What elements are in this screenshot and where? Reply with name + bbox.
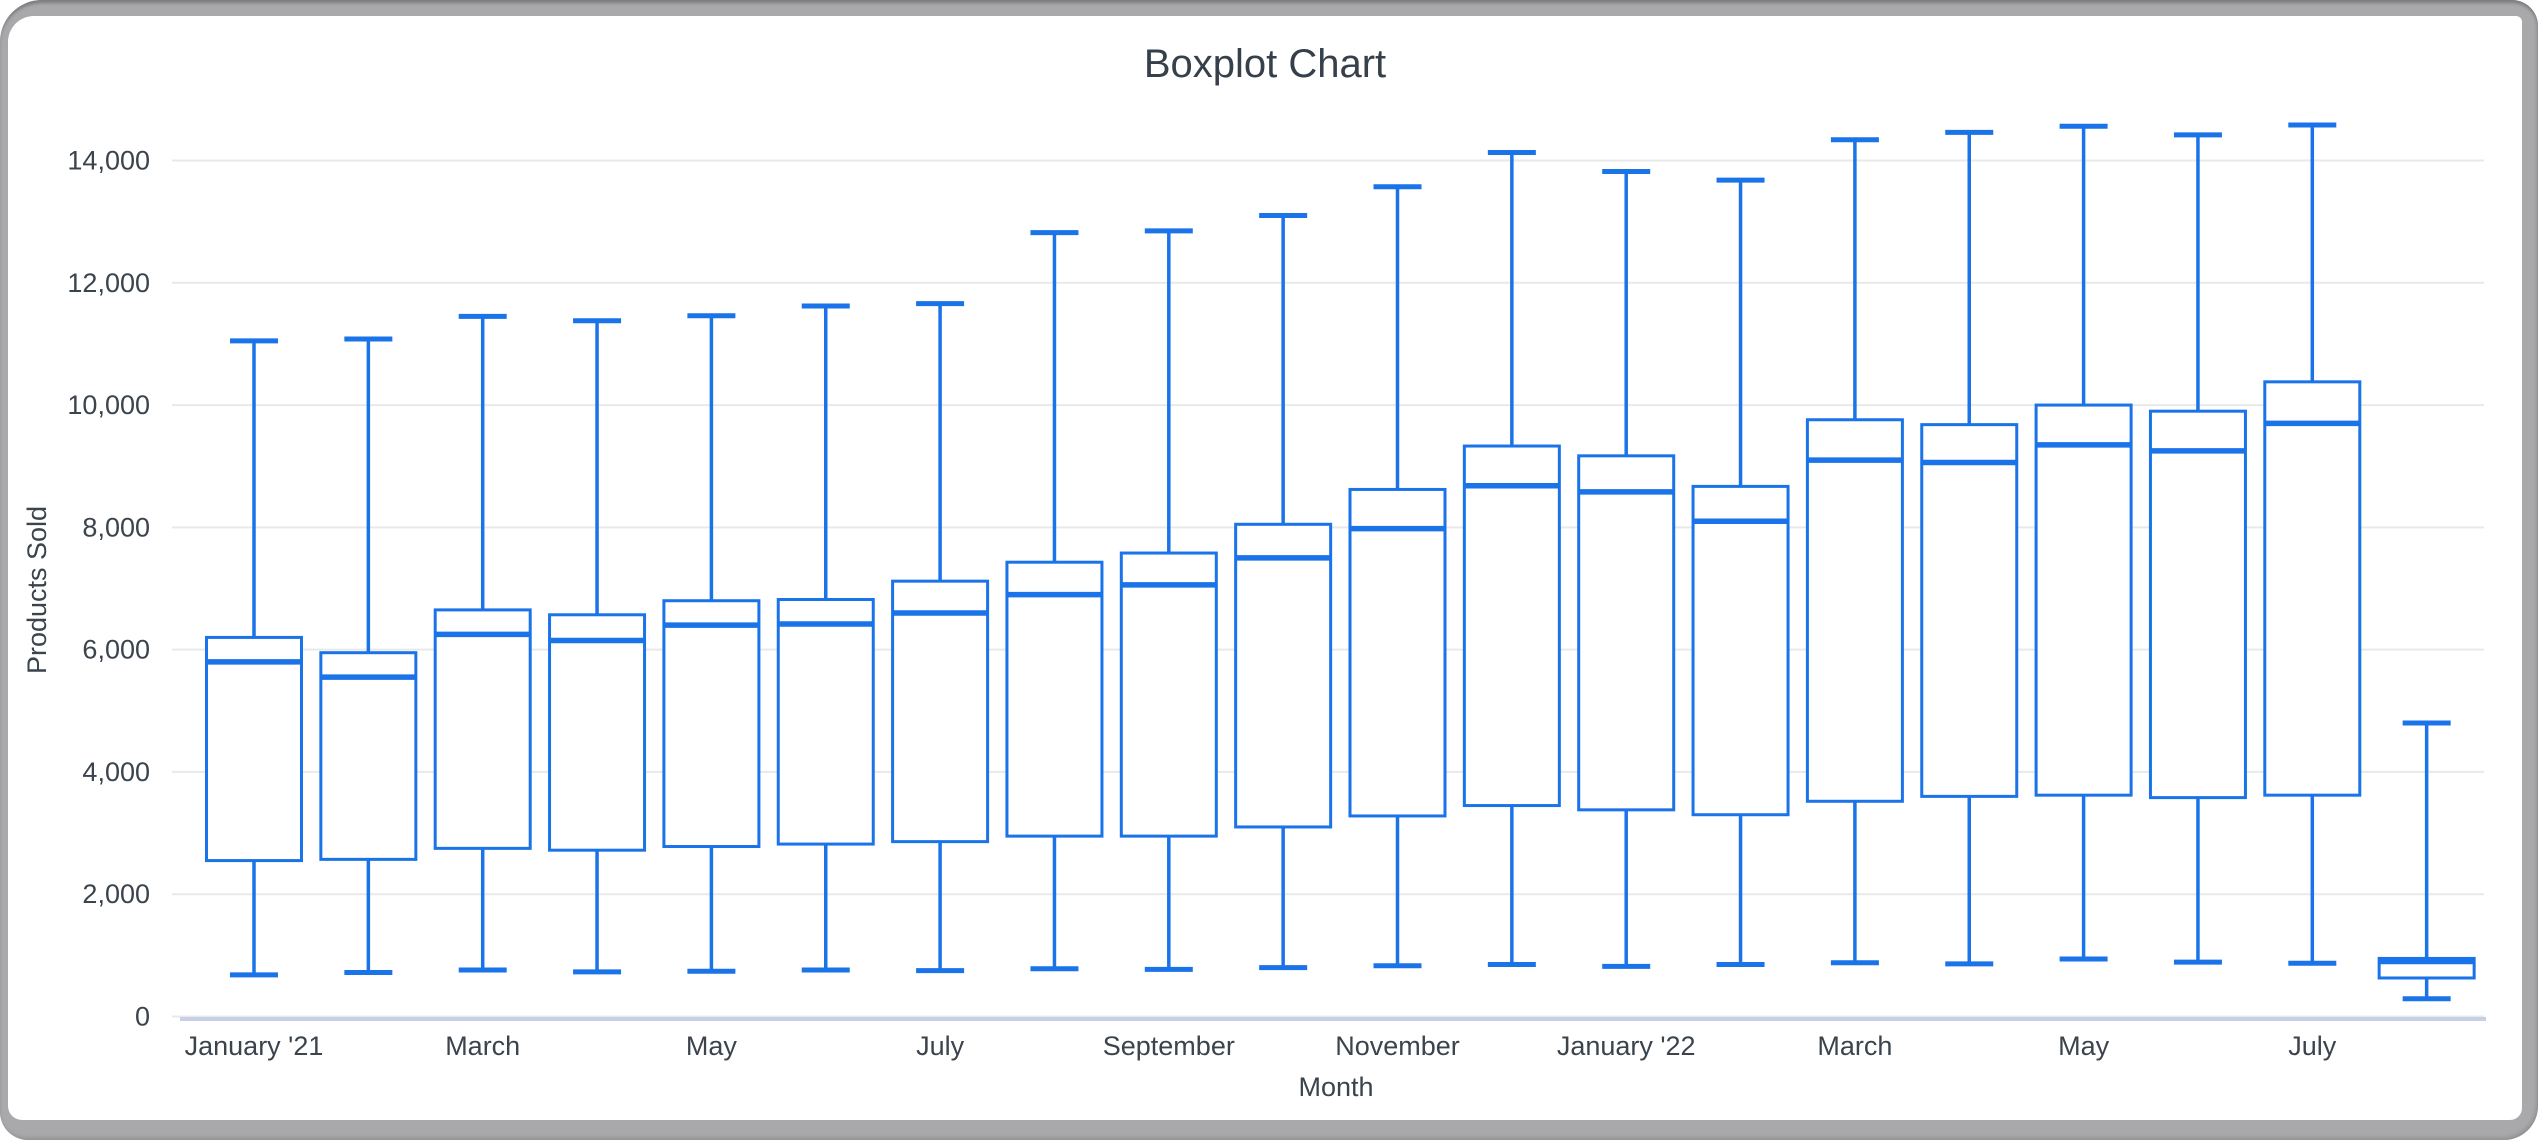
boxplot-5[interactable]: [662, 313, 761, 974]
x-tick-label: July: [2288, 1031, 2337, 1061]
y-tick-label: 2,000: [82, 879, 150, 909]
x-tick-label: July: [916, 1031, 965, 1061]
iqr-box: [891, 579, 990, 844]
iqr-box: [1234, 522, 1333, 829]
iqr-box: [548, 613, 647, 852]
iqr-box: [1920, 423, 2019, 798]
box-layer: [205, 122, 2476, 1002]
boxplot-7[interactable]: [891, 301, 990, 974]
x-tick-label: March: [445, 1031, 520, 1061]
boxplot-1[interactable]: [205, 338, 303, 978]
boxplot-4[interactable]: [548, 318, 647, 975]
y-axis-title: Products Sold: [22, 506, 52, 674]
boxplot-19[interactable]: [2263, 122, 2362, 966]
x-tick-label: May: [686, 1031, 738, 1061]
iqr-box: [433, 608, 532, 850]
iqr-box: [1805, 418, 1904, 803]
boxplot-6[interactable]: [776, 303, 875, 973]
y-tick-label: 12,000: [67, 268, 150, 298]
label-layer: 0 2,000 4,000 6,000 8,000 10,000 12,000 14,000 J…: [67, 146, 2336, 1062]
boxplot-3[interactable]: [433, 313, 532, 973]
y-tick-label: 6,000: [82, 635, 150, 665]
x-tick-label: September: [1103, 1031, 1235, 1061]
boxplot-18[interactable]: [2148, 132, 2247, 965]
x-tick-label: January '22: [1557, 1031, 1696, 1061]
iqr-box: [776, 598, 875, 846]
boxplot-9[interactable]: [1119, 228, 1218, 972]
boxplot-10[interactable]: [1234, 213, 1333, 971]
iqr-box: [2034, 403, 2133, 797]
x-tick-label: March: [1817, 1031, 1892, 1061]
iqr-box: [1119, 551, 1218, 838]
x-tick-label: January '21: [185, 1031, 324, 1061]
iqr-box: [1348, 487, 1447, 818]
boxplot-12[interactable]: [1462, 150, 1561, 968]
iqr-box: [1577, 454, 1676, 812]
boxplot-2[interactable]: [319, 336, 418, 975]
boxplot-13[interactable]: [1577, 169, 1676, 969]
iqr-box: [1691, 484, 1790, 817]
x-tick-label: November: [1335, 1031, 1460, 1061]
x-tick-label: May: [2058, 1031, 2110, 1061]
boxplot-14[interactable]: [1691, 177, 1790, 968]
boxplot-8[interactable]: [1005, 230, 1104, 972]
y-tick-label: 4,000: [82, 757, 150, 787]
y-tick-label: 0: [135, 1002, 150, 1032]
chart-title: Boxplot Chart: [1144, 42, 1386, 86]
iqr-box: [2263, 380, 2362, 797]
x-axis-title: Month: [1298, 1072, 1373, 1102]
iqr-box: [1462, 444, 1561, 808]
y-tick-label: 14,000: [67, 146, 150, 176]
boxplot-16[interactable]: [1920, 129, 2019, 967]
iqr-box: [205, 635, 303, 863]
iqr-box: [319, 651, 418, 861]
y-tick-label: 8,000: [82, 512, 150, 542]
boxplot-11[interactable]: [1348, 184, 1447, 969]
y-tick-label: 10,000: [67, 390, 150, 420]
iqr-box: [2148, 409, 2247, 800]
iqr-box: [662, 599, 761, 849]
boxplot-15[interactable]: [1805, 137, 1904, 966]
boxplot-17[interactable]: [2034, 123, 2133, 962]
boxplot-20[interactable]: [2377, 720, 2476, 1002]
iqr-box: [1005, 560, 1104, 838]
